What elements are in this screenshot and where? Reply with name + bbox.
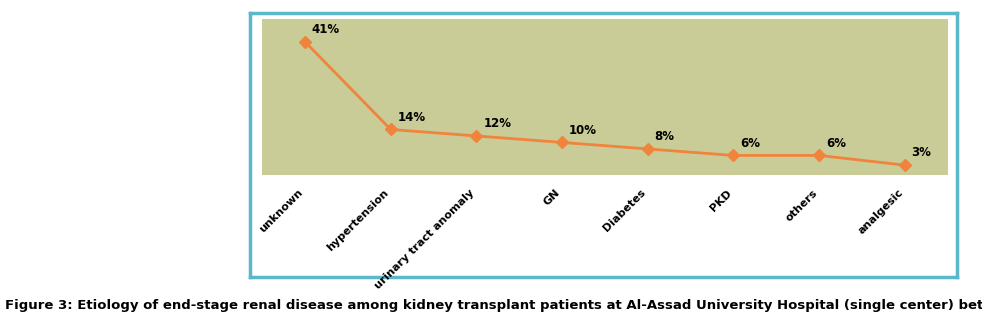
Text: GN: GN: [542, 188, 562, 208]
Text: 6%: 6%: [740, 136, 760, 149]
Text: urinary tract anomaly: urinary tract anomaly: [373, 188, 476, 291]
Text: 12%: 12%: [483, 117, 512, 130]
Text: unknown: unknown: [258, 188, 305, 235]
Text: Diabetes: Diabetes: [602, 188, 648, 234]
Text: 14%: 14%: [398, 111, 425, 124]
Text: 6%: 6%: [826, 136, 846, 149]
Text: PKD: PKD: [708, 188, 734, 213]
Text: 8%: 8%: [655, 130, 675, 143]
Text: 3%: 3%: [911, 146, 932, 159]
Text: 10%: 10%: [569, 124, 597, 137]
Text: others: others: [784, 188, 819, 223]
Text: hypertension: hypertension: [325, 188, 391, 253]
Text: 41%: 41%: [312, 23, 340, 36]
Text: analgesic: analgesic: [856, 188, 904, 236]
Text: Figure 3: Etiology of end-stage renal disease among kidney transplant patients a: Figure 3: Etiology of end-stage renal di…: [5, 299, 982, 312]
